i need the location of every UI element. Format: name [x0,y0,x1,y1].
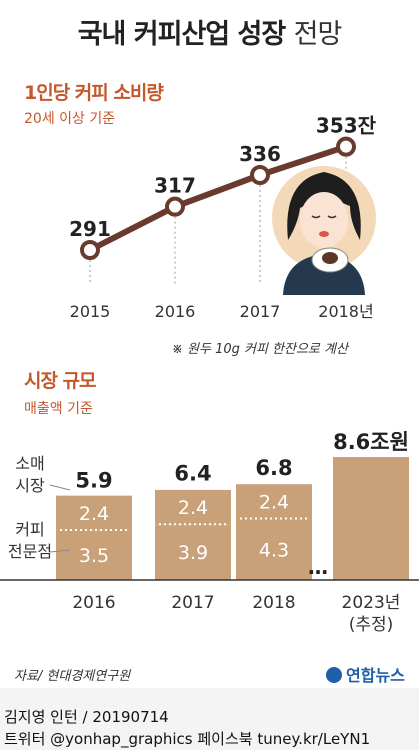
data-label: 317 [154,174,196,198]
coffee-person-illustration [272,166,376,295]
retail-bar [236,484,312,519]
total-value-label: 8.6조원 [333,430,409,454]
retail-value-label: 2.4 [259,491,289,513]
x-tick-label: 2018 [252,593,295,613]
credit-band [0,688,419,750]
specialty-value-label: 4.3 [259,539,289,561]
retail-value-label: 2.4 [79,503,109,525]
specialty-bar [236,518,312,580]
consumption-line-chart: 291 2015 317 2016 336 2017 353잔 2018년 [69,114,377,321]
illustration-eyes [311,215,337,219]
credit-line-2: 트위터 @yonhap_graphics 페이스북 tuney.kr/LeYN1 [4,730,371,748]
legend-retail-line2: 시장 [15,476,45,495]
x-tick-label: 2023년 [342,593,401,613]
data-point [250,165,270,185]
specialty-value-label: 3.9 [178,542,208,564]
x-tick-label: 2016 [155,302,196,321]
consumption-series-line [88,143,347,253]
consumption-subheading: 20세 이상 기준 [24,111,116,127]
illustration-mouth [319,231,329,237]
data-point [165,196,185,217]
market-bar-chart: 2.4 3.5 5.9 2016 2.4 3.9 6.4 2017 2.4 4.3 6.8 2018 8… [0,430,419,635]
retail-bar [155,489,231,525]
brand-logo: 연합뉴스 [326,662,405,686]
market-heading: 시장 규모 [24,370,97,392]
legend-retail-pointer [49,484,71,491]
x-tick-label: 2016 [72,593,115,613]
x-tick-label: 2017 [171,593,214,613]
legend-specialty-pointer [49,549,71,553]
data-label: 353잔 [316,114,377,138]
legend-specialty-line2: 전문점 [8,542,52,561]
specialty-bar [155,524,231,580]
total-value-label: 6.8 [255,456,292,480]
data-label: 336 [239,142,281,166]
legend-retail-line1: 소매 [15,454,44,473]
consumption-heading: 1인당 커피 소비량 [24,82,164,104]
x-tick-label: (추정) [349,615,394,635]
specialty-bar [56,529,132,580]
total-value-label: 5.9 [75,469,112,493]
credit-line-1: 김지영 인턴 / 20190714 [4,708,169,726]
x-tick-label: 2017 [240,302,281,321]
market-subheading: 매출액 기준 [24,401,93,417]
illustration-face [300,192,348,248]
brand-icon [326,667,342,683]
page-title: 국내 커피산업 성장 전망 [77,19,343,50]
x-tick-label: 2015 [70,302,111,321]
specialty-value-label: 3.5 [79,545,109,567]
source-note: 자료/ 현대경제연구원 [14,669,131,684]
x-tick-label: 2018년 [318,302,373,321]
illustration-coffee-bean [322,252,338,264]
retail-value-label: 2.4 [178,497,208,519]
total-bar [333,457,409,580]
consumption-note: ※ 원두 10g 커피 한잔으로 계산 [172,342,348,357]
legend-specialty-line1: 커피 [15,520,44,539]
illustration-hair [287,172,361,240]
data-label: 291 [69,217,111,241]
ellipsis-mark: … [308,555,328,579]
data-point [336,136,356,157]
data-point [80,240,100,260]
total-value-label: 6.4 [174,461,211,485]
retail-bar [56,495,132,530]
